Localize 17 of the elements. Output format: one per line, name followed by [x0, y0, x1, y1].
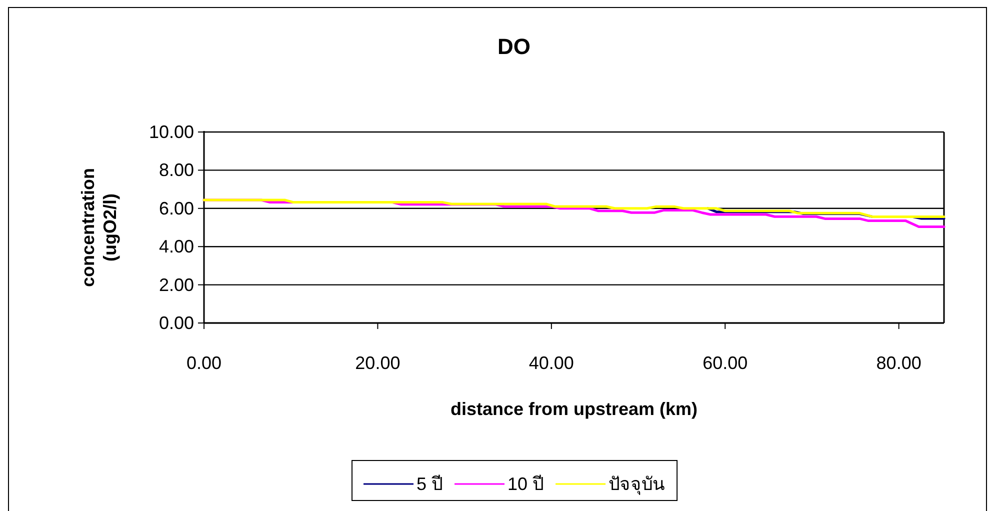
y-tick-label: 4.00	[158, 236, 194, 257]
y-tick-label: 8.00	[158, 160, 194, 180]
legend-label: 10 ปี	[508, 474, 544, 494]
legend-label: 5 ปี	[416, 474, 443, 494]
y-tick-label: 6.00	[158, 198, 194, 218]
y-tick-label: 10.00	[148, 122, 194, 142]
x-tick-label: 40.00	[528, 353, 574, 373]
x-tick-label: 20.00	[355, 353, 400, 373]
y-tick-label: 2.00	[158, 274, 194, 295]
x-tick-label: 0.00	[186, 353, 222, 373]
chart-title: DO	[498, 34, 530, 59]
x-tick-label: 60.00	[702, 353, 748, 373]
y-axis-title: concentration (ugO2/l)	[78, 168, 120, 288]
y-tick-label: 0.00	[158, 313, 194, 333]
x-tick-label: 80.00	[876, 353, 922, 373]
x-axis-title: distance from upstream (km)	[450, 399, 698, 419]
legend-label: ปัจจุบัน	[608, 474, 665, 495]
